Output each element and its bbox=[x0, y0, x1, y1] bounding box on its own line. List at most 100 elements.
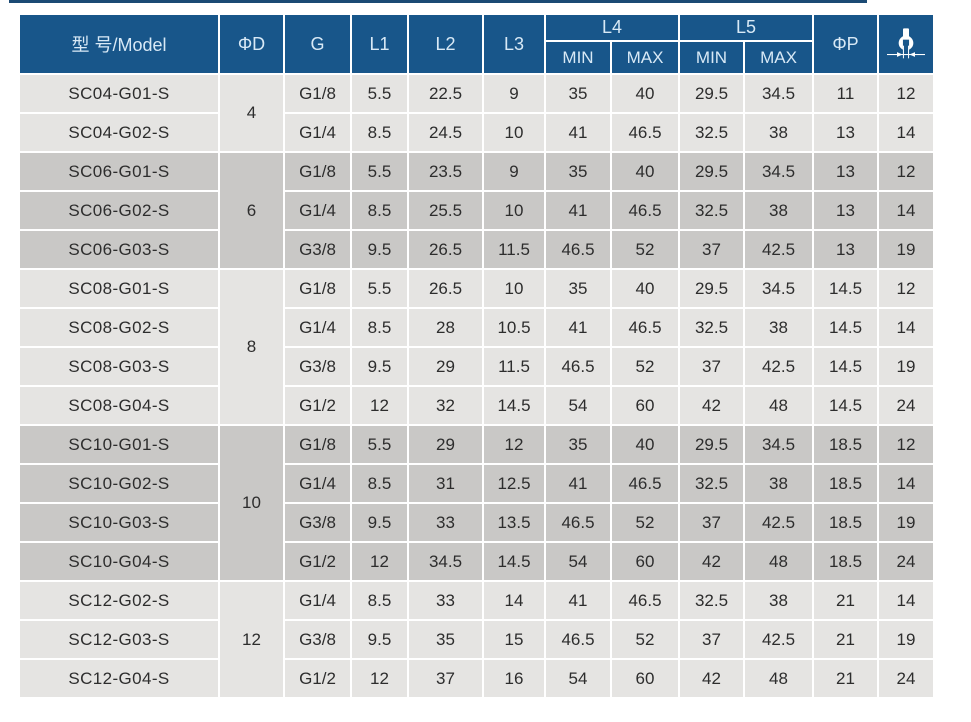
l5min-cell: 42 bbox=[678, 385, 745, 426]
col-header-l4-max: MAX bbox=[610, 40, 680, 75]
l3-cell: 15 bbox=[482, 619, 546, 660]
l3-cell: 11.5 bbox=[482, 229, 546, 270]
wrench-cell: 24 bbox=[877, 541, 935, 582]
l4max-cell: 60 bbox=[610, 385, 680, 426]
col-header-l2: L2 bbox=[407, 13, 484, 75]
l3-cell: 10 bbox=[482, 268, 546, 309]
col-header-diameter: ΦD bbox=[218, 13, 285, 75]
model-cell: SC10-G02-S bbox=[18, 463, 220, 504]
l2-cell: 26.5 bbox=[407, 229, 484, 270]
table-row: SC08-G02-S G1/4 8.5 28 10.5 41 46.5 32.5 38 14.5 1… bbox=[18, 307, 935, 348]
l2-cell: 29 bbox=[407, 424, 484, 465]
l4max-cell: 52 bbox=[610, 619, 680, 660]
g-cell: G1/2 bbox=[283, 658, 352, 699]
l3-cell: 13.5 bbox=[482, 502, 546, 543]
l1-cell: 12 bbox=[350, 385, 409, 426]
l3-cell: 9 bbox=[482, 73, 546, 114]
p-cell: 21 bbox=[812, 580, 879, 621]
l5min-cell: 29.5 bbox=[678, 73, 745, 114]
l5min-cell: 37 bbox=[678, 346, 745, 387]
col-header-p: ΦP bbox=[812, 13, 879, 75]
table-row: SC06-G01-S 6 G1/8 5.5 23.5 9 35 40 29.5 34.5 13 12 bbox=[18, 151, 935, 270]
table-header: 型 号/Model ΦD G L1 L2 L3 L4 L5 ΦP bbox=[18, 13, 935, 75]
p-cell: 21 bbox=[812, 658, 879, 699]
l4max-cell: 46.5 bbox=[610, 307, 680, 348]
l4max-cell: 52 bbox=[610, 346, 680, 387]
l4min-cell: 41 bbox=[544, 463, 612, 504]
l1-cell: 12 bbox=[350, 658, 409, 699]
g-cell: G3/8 bbox=[283, 502, 352, 543]
l2-cell: 22.5 bbox=[407, 73, 484, 114]
l1-cell: 5.5 bbox=[350, 424, 409, 465]
l2-cell: 25.5 bbox=[407, 190, 484, 231]
l4min-cell: 54 bbox=[544, 385, 612, 426]
p-cell: 11 bbox=[812, 73, 879, 114]
table-row: SC10-G04-S G1/2 12 34.5 14.5 54 60 42 48 18.5 24 bbox=[18, 541, 935, 582]
l5max-cell: 34.5 bbox=[743, 151, 814, 192]
l4max-cell: 46.5 bbox=[610, 190, 680, 231]
model-cell: SC08-G02-S bbox=[18, 307, 220, 348]
l5min-cell: 37 bbox=[678, 502, 745, 543]
g-cell: G1/8 bbox=[283, 73, 352, 114]
l3-cell: 12.5 bbox=[482, 463, 546, 504]
l4max-cell: 60 bbox=[610, 658, 680, 699]
l1-cell: 9.5 bbox=[350, 619, 409, 660]
col-header-wrench bbox=[877, 13, 935, 75]
g-cell: G1/4 bbox=[283, 190, 352, 231]
wrench-cell: 14 bbox=[877, 307, 935, 348]
l2-cell: 24.5 bbox=[407, 112, 484, 153]
l5min-cell: 29.5 bbox=[678, 151, 745, 192]
l5max-cell: 48 bbox=[743, 658, 814, 699]
l2-cell: 35 bbox=[407, 619, 484, 660]
l1-cell: 9.5 bbox=[350, 346, 409, 387]
l5min-cell: 29.5 bbox=[678, 424, 745, 465]
wrench-cell: 19 bbox=[877, 346, 935, 387]
l3-cell: 14.5 bbox=[482, 541, 546, 582]
diameter-cell: 6 bbox=[218, 151, 285, 270]
l4min-cell: 41 bbox=[544, 580, 612, 621]
wrench-cell: 14 bbox=[877, 580, 935, 621]
l1-cell: 8.5 bbox=[350, 112, 409, 153]
col-header-model: 型 号/Model bbox=[18, 13, 220, 75]
wrench-cell: 14 bbox=[877, 463, 935, 504]
l5max-cell: 48 bbox=[743, 541, 814, 582]
l1-cell: 5.5 bbox=[350, 268, 409, 309]
wrench-cell: 19 bbox=[877, 229, 935, 270]
g-cell: G1/4 bbox=[283, 112, 352, 153]
l5max-cell: 42.5 bbox=[743, 502, 814, 543]
l1-cell: 8.5 bbox=[350, 463, 409, 504]
l3-cell: 10 bbox=[482, 112, 546, 153]
model-cell: SC04-G02-S bbox=[18, 112, 220, 153]
wrench-cell: 12 bbox=[877, 268, 935, 309]
wrench-cell: 19 bbox=[877, 619, 935, 660]
col-header-l4-group: L4 bbox=[544, 13, 680, 42]
l2-cell: 28 bbox=[407, 307, 484, 348]
table-row: SC04-G01-S 4 G1/8 5.5 22.5 9 35 40 29.5 34.5 11 12 bbox=[18, 73, 935, 153]
p-cell: 14.5 bbox=[812, 385, 879, 426]
p-cell: 18.5 bbox=[812, 424, 879, 465]
wrench-cell: 12 bbox=[877, 151, 935, 192]
col-header-l5-min: MIN bbox=[678, 40, 745, 75]
wrench-cell: 24 bbox=[877, 385, 935, 426]
model-cell: SC12-G02-S bbox=[18, 580, 220, 621]
col-header-l1: L1 bbox=[350, 13, 409, 75]
col-header-l4-min: MIN bbox=[544, 40, 612, 75]
col-header-l3: L3 bbox=[482, 13, 546, 75]
l1-cell: 5.5 bbox=[350, 151, 409, 192]
l2-cell: 31 bbox=[407, 463, 484, 504]
l4max-cell: 52 bbox=[610, 502, 680, 543]
col-header-l5-max: MAX bbox=[743, 40, 814, 75]
l5min-cell: 32.5 bbox=[678, 190, 745, 231]
g-cell: G1/2 bbox=[283, 385, 352, 426]
g-cell: G1/8 bbox=[283, 268, 352, 309]
l4max-cell: 40 bbox=[610, 268, 680, 309]
l4max-cell: 46.5 bbox=[610, 580, 680, 621]
p-cell: 14.5 bbox=[812, 268, 879, 309]
l5max-cell: 34.5 bbox=[743, 268, 814, 309]
l3-cell: 9 bbox=[482, 151, 546, 192]
model-cell: SC08-G03-S bbox=[18, 346, 220, 387]
l3-cell: 14 bbox=[482, 580, 546, 621]
l5min-cell: 42 bbox=[678, 658, 745, 699]
model-cell: SC08-G01-S bbox=[18, 268, 220, 309]
l5min-cell: 32.5 bbox=[678, 463, 745, 504]
